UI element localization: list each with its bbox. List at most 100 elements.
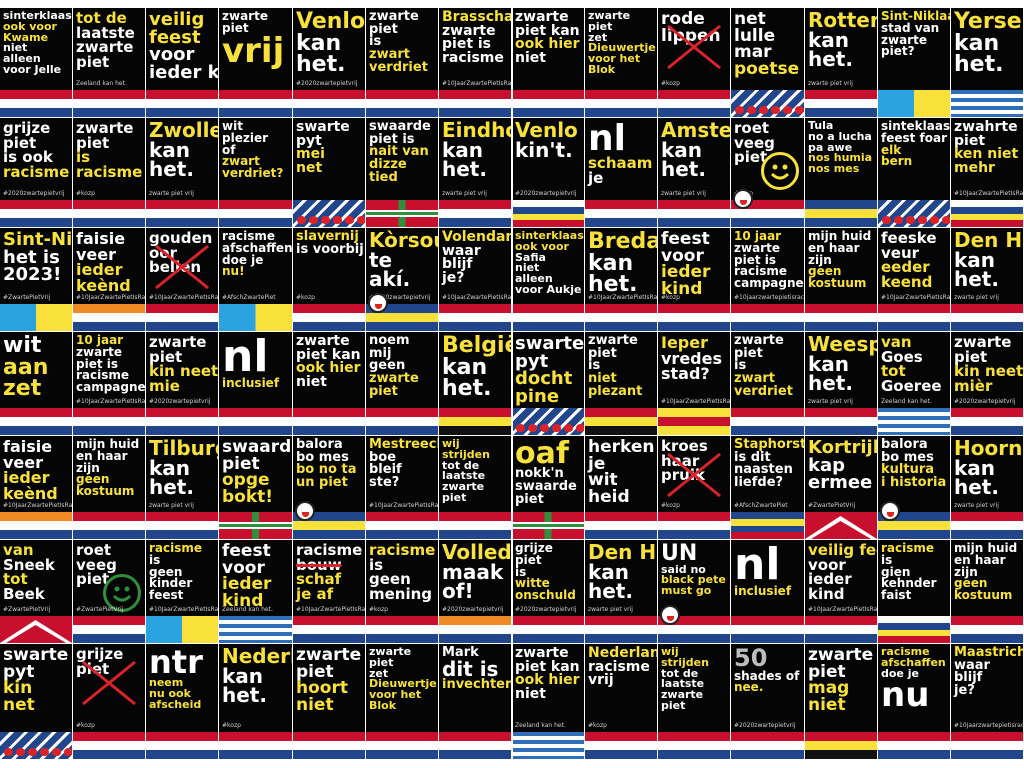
sticker-text: gouden oor bellen — [149, 231, 216, 275]
sticker-line: UN — [661, 541, 698, 566]
sticker-line: piet — [76, 659, 110, 678]
sticker-text: Amstelveenkanhet. — [661, 118, 731, 180]
sticker-text: sinteklaas feest foar elk bern — [881, 120, 950, 168]
sticker-card: nl inclusief — [731, 540, 805, 644]
limburg-flag-strip — [512, 200, 584, 227]
sticker-line: bo no ta — [296, 462, 357, 478]
sticker-card: ntr neem nu ook afscheid — [146, 644, 219, 760]
sticker-line: zwarte — [76, 119, 134, 137]
nl-flag-strip — [366, 616, 438, 643]
sticker-line: net — [734, 9, 766, 29]
curacao-flag-strip — [366, 304, 438, 331]
sticker-text: oaf nokk'n swaarde piet — [515, 438, 582, 507]
sticker-line: geen — [954, 576, 988, 591]
sticker-text: Venlo kan het. — [296, 9, 366, 76]
sticker-line: nait van — [369, 144, 429, 160]
sticker-text: Breda kan het. — [588, 231, 657, 296]
sticker-line: kind — [222, 590, 264, 611]
sticker-line: laatste — [442, 469, 486, 483]
sticker-card: kroes haar pruik #kozp — [658, 436, 731, 540]
sticker-text: Mark dit is invechten — [442, 646, 511, 692]
waves-flag-strip — [219, 616, 292, 643]
sticker-line: piet — [661, 698, 686, 712]
sticker-line: Venlo — [296, 9, 366, 34]
nl-flag-strip — [658, 732, 730, 759]
sticker-card: grijze piet is witte onschuld #2020zwartepiet… — [512, 540, 585, 644]
sticker-line: niet — [588, 371, 617, 387]
sticker-line: ieder — [808, 570, 852, 589]
curacao-flag-strip — [805, 200, 877, 227]
sticker-text: Volledammaakof! — [442, 542, 511, 602]
sticker-text: faisie veer ieder keènd — [76, 231, 143, 294]
sticker-line: veilig feest — [808, 541, 877, 559]
sticker-text: racisme is gien kehnder faist — [881, 542, 948, 602]
nl-flag-strip — [878, 304, 950, 331]
hashtag-label: zwarte piet vrij — [588, 606, 633, 613]
sticker-line: ieder kind — [149, 61, 219, 83]
ieper-flag-strip — [658, 408, 730, 435]
hashtag-label: Zeeland kan het. — [222, 606, 273, 613]
hashtag-label: #kozp — [661, 80, 680, 87]
sticker-line: Amstelveen — [661, 118, 731, 142]
nl-flag-strip — [658, 200, 730, 227]
hashtag-label: #10JaarZwartePietIsRacisme — [3, 502, 73, 509]
sticker-line: geen — [808, 264, 842, 279]
nl-flag-strip — [658, 616, 730, 643]
nl-flag-strip — [73, 512, 145, 539]
kozp-logo-icon — [880, 501, 900, 521]
sticker-line: vrij — [588, 672, 614, 689]
sticker-text: Kòrsouteakí. — [369, 230, 438, 290]
sticker-text: sinterklaas ook voor Safia niet alleen voor A… — [515, 230, 584, 296]
sticker-text: Tilburgkanhet. — [149, 438, 218, 498]
hashtag-label: zwarte piet vrij — [442, 190, 487, 197]
sticker-line: opge — [222, 470, 270, 491]
sticker-line: tot — [3, 570, 28, 589]
sticker-line: feest — [661, 229, 710, 249]
sticker-line: zwart — [222, 154, 260, 169]
sticker-text: van Goes tot Goeree — [881, 335, 948, 394]
sticker-card: grijze piet #kozp — [73, 644, 146, 760]
sticker-line: inclusief — [734, 584, 792, 599]
nl-flag-strip — [146, 408, 218, 435]
sticker-line: swaarde — [369, 119, 431, 134]
hashtag-label: #2020zwartepietvrij — [734, 722, 796, 729]
nl-flag-strip — [585, 200, 657, 227]
groningen-flag-strip — [366, 200, 438, 227]
sticker-line: kin neet — [149, 362, 219, 381]
sticker-card: Tilburgkanhet. zwarte piet vrij — [146, 436, 219, 540]
sticker-card: Amstelveenkanhet. zwarte piet vrij — [658, 118, 731, 228]
sticker-text: herken je wit heid — [588, 439, 655, 506]
nl-flag-strip — [658, 304, 730, 331]
sticker-line: piet — [369, 655, 394, 669]
nl-flag-strip — [658, 90, 730, 117]
sticker-card: net lulle mar poetse — [731, 8, 805, 118]
sticker-line: 10 jaar — [734, 229, 782, 243]
sticker-card: zwarte piet is racisme #kozp — [73, 118, 146, 228]
hashtag-label: #2020zwartepietvrij — [369, 294, 431, 301]
nl-flag-strip — [439, 304, 511, 331]
sticker-text: zwarte piet kan ook hier niet — [515, 646, 582, 702]
sticker-line: racisme — [76, 368, 130, 383]
sticker-line: zwarte — [369, 371, 419, 387]
sticker-line: piet — [369, 383, 398, 399]
nl-flag-strip — [73, 200, 145, 227]
waves-flag-strip — [951, 90, 1023, 117]
sticker-line: zwarte — [661, 688, 704, 702]
sticker-line: kan — [661, 137, 703, 162]
sticker-text: feest voor ieder kind — [222, 543, 290, 610]
sticker-line: Weesp — [808, 332, 878, 356]
sticker-line: said no — [661, 562, 706, 576]
nl-flag-strip — [366, 408, 438, 435]
sticker-card: Weesp kan het. zwarte piet vrij — [805, 332, 878, 436]
sticker-card: balora bo mes bo no ta un piet — [293, 436, 366, 540]
sticker-line: zwart — [734, 371, 775, 387]
sticker-line: poetse — [734, 58, 800, 79]
sticker-line: Ieper — [661, 333, 708, 352]
sticker-line: Eindhoven — [442, 118, 511, 142]
sticker-line: ook voor — [515, 239, 569, 253]
sticker-card: zwarte piet is zwart verdriet — [731, 332, 805, 436]
sticker-text: wit aan zet — [3, 335, 70, 400]
sticker-text: Den Haagkanhet. — [954, 230, 1023, 290]
sticker-line: stad van — [881, 20, 940, 35]
